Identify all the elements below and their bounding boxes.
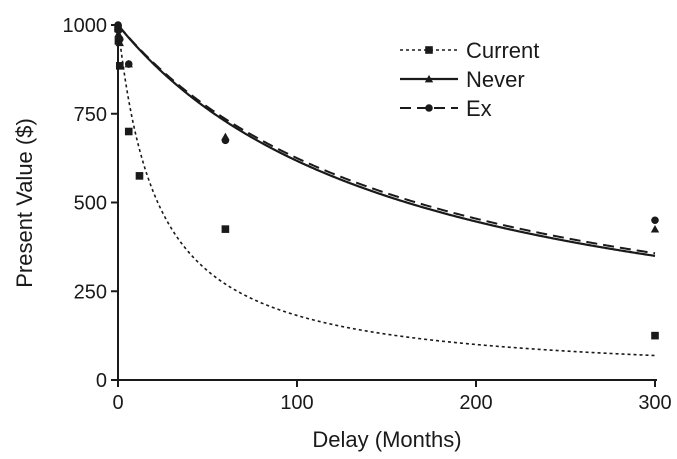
data-point-current (651, 331, 659, 340)
data-points (113, 21, 660, 340)
legend-label-ex: Ex (466, 96, 492, 121)
fit-curve-current (117, 24, 656, 357)
fit-curve-ex (117, 24, 656, 255)
y-tick-label: 0 (96, 370, 107, 392)
y-tick-label: 500 (74, 193, 107, 215)
legend-label-never: Never (466, 67, 525, 92)
legend-marker-current (425, 46, 433, 54)
data-point-ex (651, 216, 659, 225)
fit-curves (117, 24, 656, 357)
fit-curve-never (117, 24, 656, 257)
data-point-ex (114, 26, 123, 35)
legend-label-current: Current (466, 38, 539, 63)
data-point-never (650, 224, 660, 233)
data-point-current (221, 225, 230, 233)
x-tick-label: 100 (280, 392, 313, 414)
legend: Current Never Ex (400, 38, 539, 121)
axes: 0 100 200 300 0 250 500 750 1000 (63, 15, 672, 414)
data-point-ex (124, 60, 133, 68)
data-point-current (135, 172, 144, 180)
legend-marker-never (424, 74, 434, 83)
data-point-ex (115, 35, 124, 43)
y-tick-label: 250 (74, 281, 107, 303)
data-point-current (115, 62, 124, 70)
data-point-current (124, 127, 133, 136)
legend-marker-ex (425, 104, 433, 112)
y-tick-label: 1000 (63, 15, 108, 37)
x-tick-label: 300 (638, 392, 671, 414)
x-tick-label: 0 (112, 392, 123, 414)
x-tick-label: 200 (459, 392, 492, 414)
data-point-ex (221, 136, 230, 145)
x-axis-label: Delay (Months) (312, 427, 461, 452)
y-tick-label: 750 (74, 104, 107, 126)
y-axis-label: Present Value ($) (12, 118, 37, 288)
